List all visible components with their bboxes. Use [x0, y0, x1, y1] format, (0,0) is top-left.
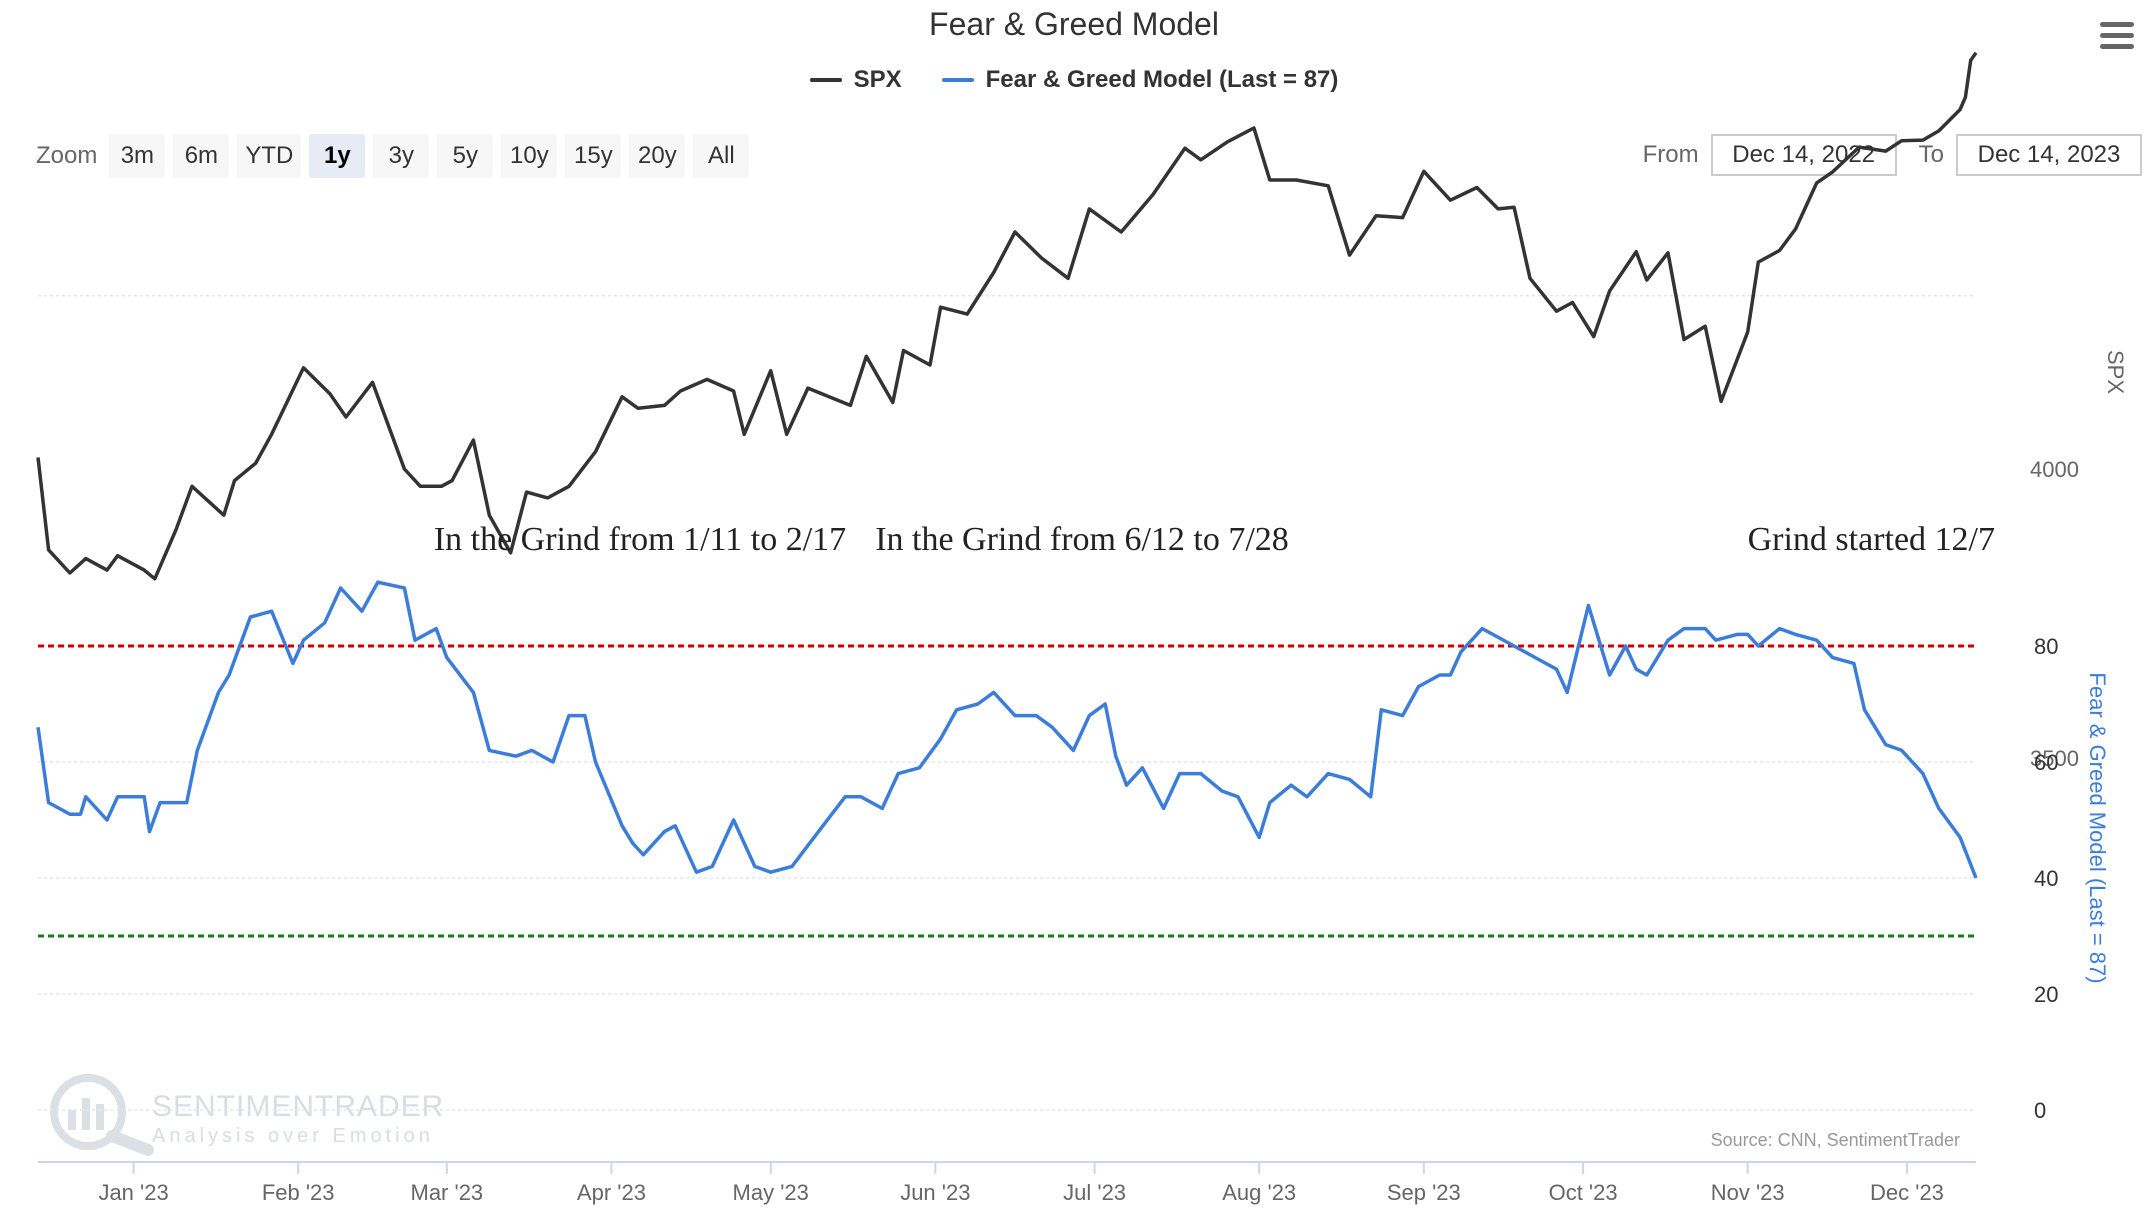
x-tick-label: Mar '23	[411, 1180, 484, 1205]
spx-tick-label: 3500	[2030, 746, 2079, 771]
zoom-button-10y[interactable]: 10y	[501, 134, 558, 178]
x-tick-label: Dec '23	[1870, 1180, 1944, 1205]
chart-title: Fear & Greed Model	[929, 6, 1219, 42]
zoom-button-20y[interactable]: 20y	[629, 134, 686, 178]
fg-tick-label: 0	[2034, 1098, 2046, 1123]
zoom-button-5y[interactable]: 5y	[437, 134, 494, 178]
zoom-button-15y[interactable]: 15y	[565, 134, 622, 178]
watermark-logo-icon	[50, 1074, 154, 1156]
x-tick-label: Jun '23	[900, 1180, 970, 1205]
legend-item-spx[interactable]: SPX	[809, 66, 902, 94]
to-date-input[interactable]	[1956, 134, 2142, 176]
zoom-button-3y[interactable]: 3y	[373, 134, 430, 178]
x-tick-label: Apr '23	[577, 1180, 646, 1205]
series-line-spx	[36, 51, 1978, 581]
legend-swatch-fear-greed	[941, 78, 974, 82]
threshold-lines	[38, 644, 1976, 938]
x-tick-label: Sep '23	[1387, 1180, 1461, 1205]
gridlines	[38, 294, 1976, 1111]
legend-label-fear-greed: Fear & Greed Model (Last = 87)	[985, 66, 1339, 93]
spx-tick-label: 4000	[2030, 457, 2079, 482]
fg-tick-label: 40	[2034, 866, 2058, 891]
zoom-label: Zoom	[36, 142, 98, 169]
legend-item-fear-greed[interactable]: Fear & Greed Model (Last = 87)	[941, 66, 1339, 94]
watermark-title: SENTIMENTRADER	[152, 1090, 444, 1123]
credits: Source: CNN, SentimentTrader	[1711, 1130, 1960, 1150]
fg-axis-title: Fear & Greed Model (Last = 87)	[2085, 672, 2110, 983]
from-date-input[interactable]	[1710, 134, 1897, 176]
axes: Jan '23 Feb '23 Mar '23 Apr '23 May '23 Jun '…	[38, 350, 2128, 1205]
x-tick-label: Nov '23	[1711, 1180, 1785, 1205]
series-layer	[36, 51, 1978, 879]
legend-label-spx: SPX	[853, 66, 902, 93]
to-label: To	[1918, 141, 1944, 168]
x-tick-label: Jan '23	[98, 1180, 168, 1205]
watermark: SENTIMENTRADER Analysis over Emotion	[50, 1074, 444, 1156]
from-label: From	[1642, 141, 1699, 168]
hamburger-menu-icon[interactable]	[2100, 22, 2134, 52]
annotation-grind-3: Grind started 12/7	[1748, 521, 1995, 558]
zoom-button-3m[interactable]: 3m	[109, 134, 166, 178]
fg-tick-label: 60	[2034, 750, 2058, 775]
x-tick-label: May '23	[733, 1180, 809, 1205]
legend: SPX Fear & Greed Model (Last = 87)	[0, 66, 2148, 94]
x-tick-label: Aug '23	[1222, 1180, 1296, 1205]
date-range-selector: From To	[1643, 134, 2142, 176]
watermark-subtitle: Analysis over Emotion	[152, 1125, 434, 1147]
zoom-button-ytd[interactable]: YTD	[237, 134, 302, 178]
zoom-bar: Zoom 3m 6m YTD 1y 3y 5y 10y 15y 20y All	[36, 134, 750, 178]
zoom-button-6m[interactable]: 6m	[173, 134, 230, 178]
legend-swatch-spx	[809, 78, 842, 82]
zoom-button-all[interactable]: All	[693, 134, 750, 178]
x-tick-label: Oct '23	[1549, 1180, 1618, 1205]
fg-tick-label: 80	[2034, 634, 2058, 659]
annotation-grind-1: In the Grind from 1/11 to 2/17	[434, 521, 846, 558]
x-tick-label: Jul '23	[1063, 1180, 1126, 1205]
x-tick-label: Feb '23	[262, 1180, 335, 1205]
annotation-grind-2: In the Grind from 6/12 to 7/28	[875, 521, 1289, 558]
zoom-button-1y[interactable]: 1y	[309, 134, 366, 178]
spx-axis-title: SPX	[2103, 350, 2128, 394]
fg-tick-label: 20	[2034, 982, 2058, 1007]
series-line-fear-greed	[36, 580, 1978, 879]
